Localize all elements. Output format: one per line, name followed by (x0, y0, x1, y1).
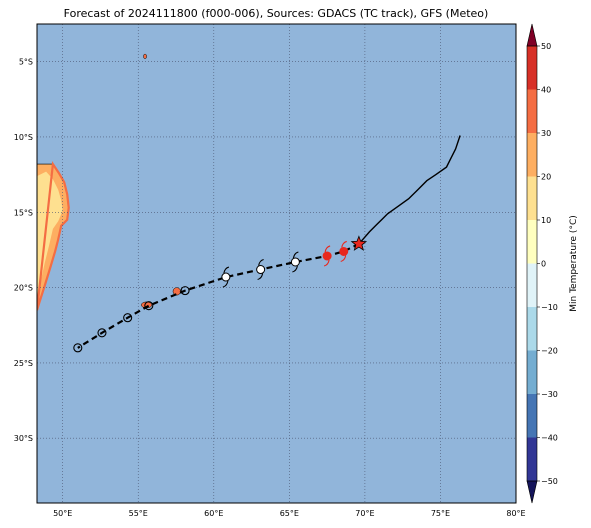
colorbar-segment (527, 133, 537, 177)
ocean-fill (37, 24, 516, 503)
map-content (37, 24, 516, 503)
colorbar-tick-label: 10 (541, 216, 551, 225)
colorbar-tick-label: −20 (541, 347, 558, 356)
cyclone-center (339, 246, 349, 256)
map-axes: 50°E 55°E 60°E 65°E 70°E 75°E 80°E 5°S 10°S 15°S 2… (14, 23, 526, 518)
colorbar-tick-label: −50 (541, 477, 558, 486)
colorbar-tick-label: 20 (541, 173, 551, 182)
madagascar-coast-band (37, 160, 70, 311)
low-pressure-marker (97, 328, 107, 338)
lat-tick-label: 5°S (19, 58, 33, 67)
colorbar-tick-label: 30 (541, 129, 551, 138)
forecast-track-line (77, 242, 360, 349)
low-pressure-marker (123, 313, 133, 323)
colorbar-tick-label: 0 (541, 260, 546, 269)
lat-tick-label: 30°S (14, 434, 33, 443)
colorbar-segment (527, 220, 537, 264)
cyclone-arm (323, 259, 330, 267)
colorbar-extend-high (526, 23, 538, 47)
lon-tick-label: 80°E (506, 509, 525, 518)
map-plot-area (37, 24, 516, 503)
colorbar-segment (527, 350, 537, 394)
lat-tick-label: 15°S (14, 208, 33, 217)
cyclone-arm (223, 266, 230, 274)
low-pressure-marker (180, 286, 190, 296)
lon-tick-label: 60°E (204, 509, 223, 518)
lon-tick-label: 55°E (129, 509, 148, 518)
colorbar-extend-low (526, 480, 538, 504)
cyclone-symbol (339, 240, 349, 262)
colorbar-segment (527, 437, 537, 481)
colorbar-segment (527, 307, 537, 351)
colorbar-label: Min Temperature (°C) (569, 215, 579, 312)
current-position-star (350, 235, 368, 251)
cyclone-arm (258, 258, 264, 266)
cyclone-symbol (290, 251, 300, 273)
cyclone-center (290, 257, 300, 267)
lon-tick-label: 50°E (53, 509, 72, 518)
cyclone-arm (341, 240, 347, 248)
cyclone-arm (292, 251, 299, 259)
map-title: Forecast of 2024111800 (f000-006), Sourc… (63, 7, 489, 20)
madagascar-warm-zone (37, 171, 63, 297)
colorbar-segment (527, 263, 537, 307)
cyclone-arm (324, 245, 331, 253)
lon-tick-label: 70°E (355, 509, 374, 518)
colorbar-segment (527, 394, 537, 438)
lat-tick-label: 20°S (14, 284, 33, 293)
lon-tick-label: 75°E (431, 509, 450, 518)
cyclone-symbol (322, 245, 332, 267)
lat-tick-label: 25°S (14, 359, 33, 368)
colorbar-tick-label: −10 (541, 303, 558, 312)
past-track-line (358, 135, 461, 245)
colorbar-tick-label: 40 (541, 86, 551, 95)
colorbar-tick-label: 50 (541, 42, 551, 51)
cyclone-center (322, 251, 332, 261)
cyclone-arm (222, 280, 229, 288)
cyclone-arm (257, 273, 264, 281)
lat-tick-label: 10°S (14, 133, 33, 142)
colorbar-tick-label: −40 (541, 434, 558, 443)
colorbar: −50 −40 −30 −20 −10 0 10 20 30 40 50 Min Temperatur… (526, 23, 579, 504)
colorbar-segment (527, 89, 537, 133)
lon-tick-label: 65°E (280, 509, 299, 518)
colorbar-tick-label: −30 (541, 390, 558, 399)
cyclone-arm (292, 265, 298, 273)
island (143, 53, 147, 59)
low-pressure-marker (73, 343, 83, 353)
colorbar-segment (527, 176, 537, 220)
cyclone-symbol (221, 266, 231, 288)
cyclone-center (221, 272, 231, 282)
map-frame (36, 23, 517, 504)
cyclone-symbol (256, 258, 266, 281)
colorbar-segment (527, 46, 537, 90)
cyclone-center (256, 265, 266, 275)
cyclone-arm (340, 255, 347, 262)
low-pressure-marker (144, 301, 154, 311)
